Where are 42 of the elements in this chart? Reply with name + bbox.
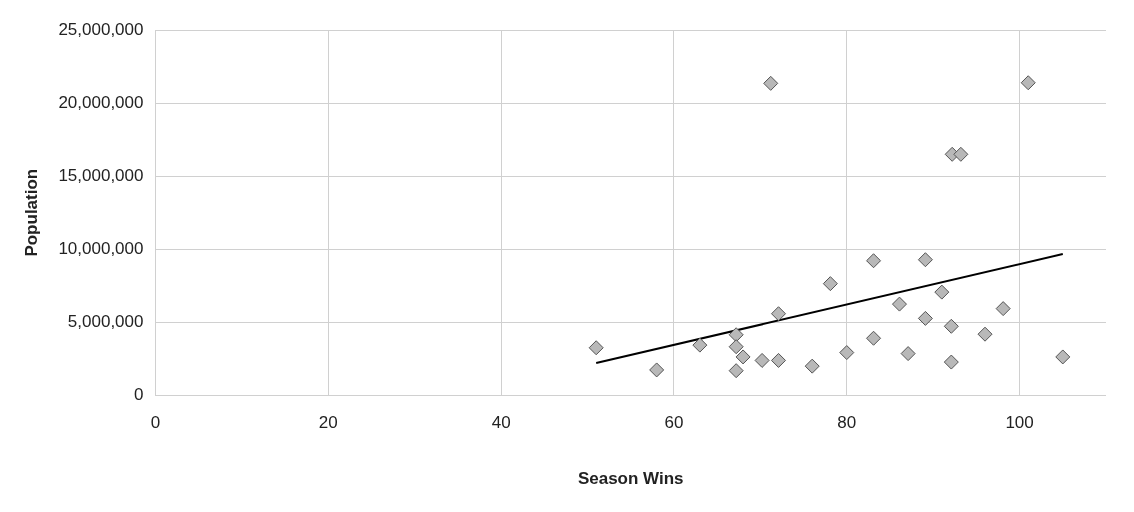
point (995, 301, 1011, 317)
point (804, 358, 820, 374)
point (649, 362, 665, 378)
y-axis-title: Population (21, 168, 41, 257)
point (977, 326, 993, 342)
y-tick-label: 20,000,000 (58, 92, 144, 112)
point (588, 340, 604, 356)
point (728, 339, 744, 355)
y-tick-label: 25,000,000 (58, 19, 144, 39)
point (692, 337, 708, 353)
point (866, 253, 882, 269)
y-tick-label: 0 (134, 384, 144, 404)
point (943, 318, 959, 334)
point (917, 310, 933, 326)
point (771, 352, 786, 368)
point (771, 306, 786, 322)
point (917, 252, 933, 268)
point (1055, 349, 1071, 365)
x-tick-label: 100 (1005, 413, 1034, 433)
point (735, 349, 751, 365)
y-tick-label: 10,000,000 (58, 238, 144, 258)
y-tick-label: 5,000,000 (67, 311, 144, 331)
point (763, 75, 779, 91)
x-tick-label: 60 (664, 413, 684, 433)
point (728, 363, 744, 379)
point (953, 146, 969, 162)
point (822, 276, 838, 292)
point (728, 327, 744, 343)
point (900, 346, 916, 362)
y-tick-label: 15,000,000 (58, 165, 144, 185)
x-tick-label: 20 (318, 413, 338, 433)
point (754, 352, 770, 368)
point (1020, 75, 1036, 91)
x-axis-title: Season Wins (577, 469, 684, 489)
point (866, 330, 882, 346)
point (943, 354, 959, 370)
point (891, 296, 907, 312)
point (934, 284, 950, 300)
x-tick-label: 80 (837, 413, 857, 433)
x-tick-label: 40 (491, 413, 511, 433)
x-tick-label: 0 (150, 413, 161, 433)
point (839, 345, 855, 361)
